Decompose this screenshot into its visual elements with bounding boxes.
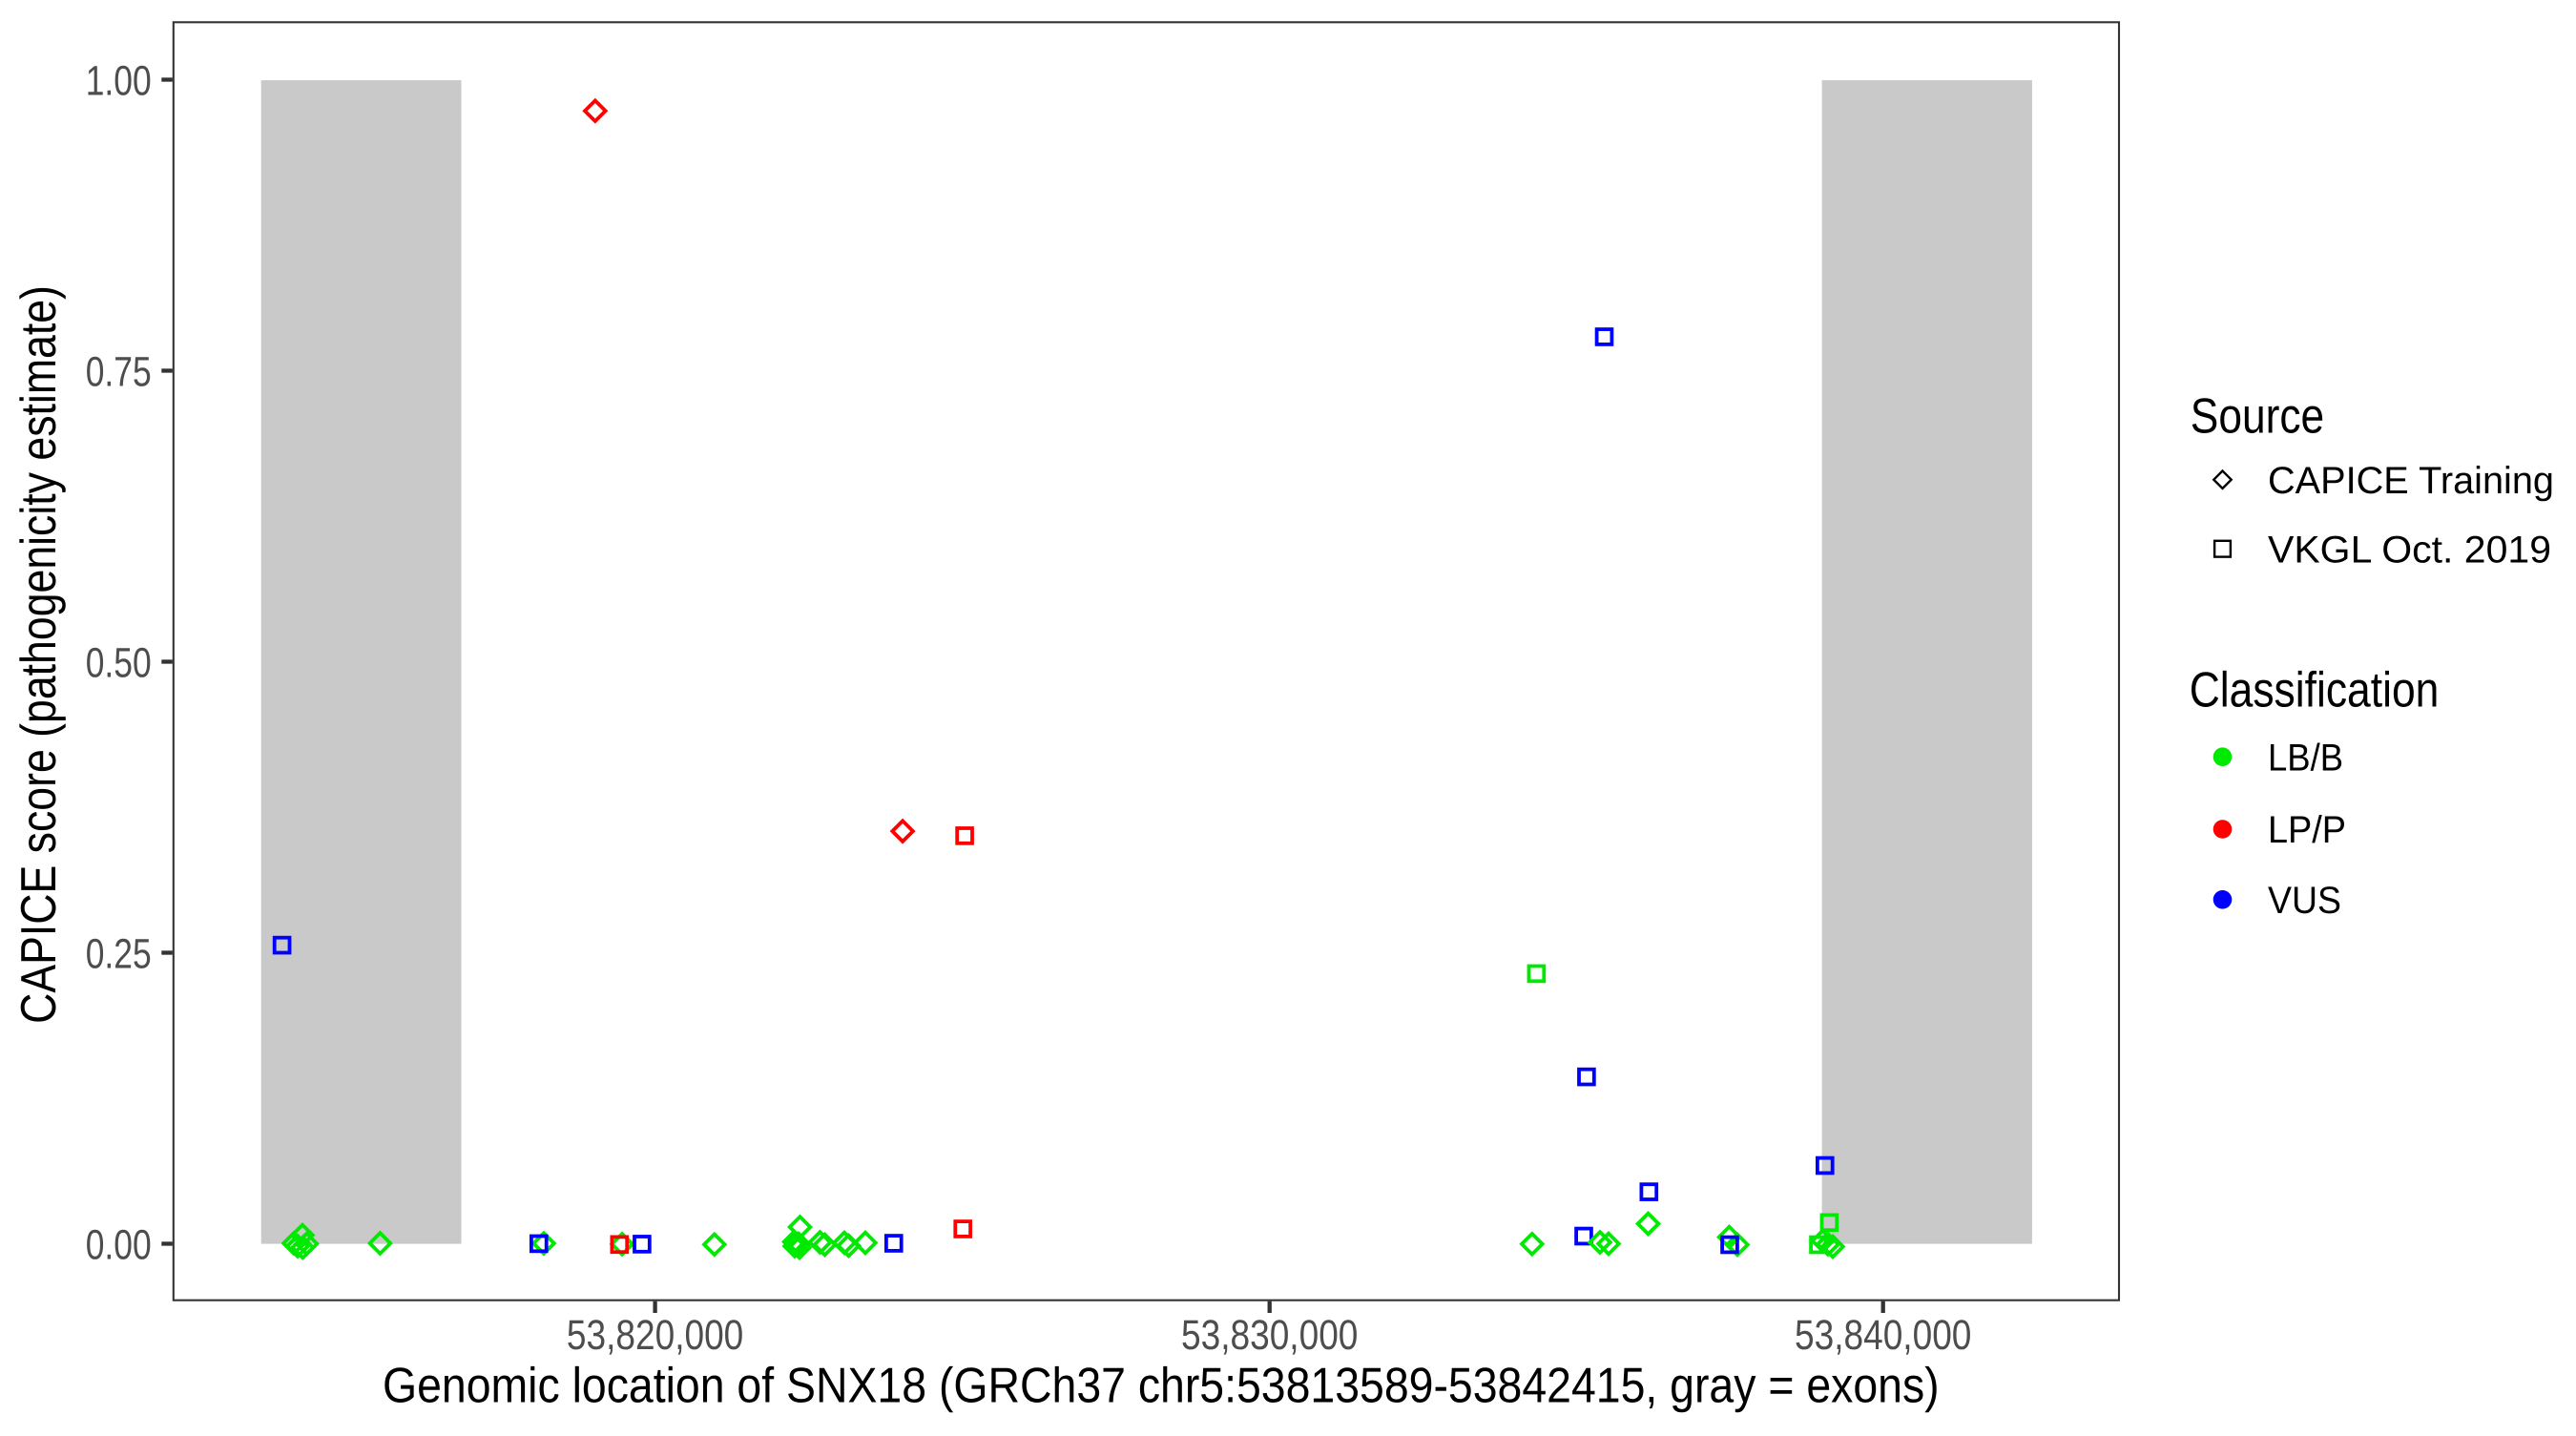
- svg-text:LB/B: LB/B: [2268, 737, 2343, 779]
- svg-text:Source: Source: [2191, 388, 2324, 444]
- svg-text:CAPICE Training: CAPICE Training: [2268, 460, 2554, 502]
- svg-text:0.75: 0.75: [86, 349, 152, 396]
- svg-text:VKGL Oct. 2019: VKGL Oct. 2019: [2268, 530, 2551, 572]
- svg-text:Classification: Classification: [2190, 662, 2440, 718]
- svg-text:CAPICE score (pathogenicity es: CAPICE score (pathogenicity estimate): [11, 285, 67, 1024]
- svg-text:53,840,000: 53,840,000: [1795, 1312, 1971, 1359]
- svg-text:1.00: 1.00: [86, 58, 152, 105]
- svg-text:0.00: 0.00: [86, 1222, 152, 1269]
- svg-text:0.50: 0.50: [86, 640, 152, 687]
- svg-text:53,830,000: 53,830,000: [1181, 1312, 1358, 1359]
- svg-text:53,820,000: 53,820,000: [567, 1312, 743, 1359]
- svg-text:VUS: VUS: [2268, 880, 2341, 922]
- svg-text:LP/P: LP/P: [2268, 809, 2346, 851]
- svg-text:Genomic location of SNX18 (GRC: Genomic location of SNX18 (GRCh37 chr5:5…: [383, 1359, 1940, 1414]
- svg-text:0.25: 0.25: [86, 931, 152, 978]
